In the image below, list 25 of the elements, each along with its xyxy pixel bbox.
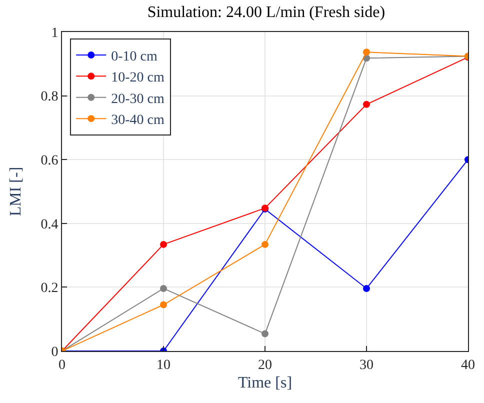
x-axis-title: Time [s] xyxy=(238,374,292,392)
y-axis-title: LMI [-] xyxy=(8,166,25,216)
x-tick-label: 10 xyxy=(156,358,170,373)
y-tick-label: 0.8 xyxy=(40,90,58,105)
point xyxy=(160,240,167,248)
point xyxy=(262,240,268,248)
point xyxy=(363,100,370,108)
legend-label: 20-30 cm xyxy=(111,92,164,107)
x-tick-label: 30 xyxy=(360,358,374,373)
x-tick-label: 40 xyxy=(461,358,475,373)
y-tick-label: 1 xyxy=(51,26,58,41)
legend-label: 30-40 cm xyxy=(111,113,164,128)
legend-label: 0-10 cm xyxy=(111,49,158,64)
chart-title: Simulation: 24.00 L/min (Fresh side) xyxy=(147,4,386,22)
x-tick-label: 20 xyxy=(258,358,272,373)
point xyxy=(363,48,370,56)
y-tick-label: 0.4 xyxy=(40,217,58,232)
point xyxy=(363,284,370,292)
y-tick-label: 0.2 xyxy=(40,281,58,296)
point xyxy=(262,330,268,338)
point xyxy=(160,284,167,292)
y-tick-label: 0 xyxy=(51,344,58,360)
point xyxy=(160,301,167,308)
legend-label: 10-20 cm xyxy=(111,70,164,86)
y-tick-label: 0.6 xyxy=(40,154,58,168)
